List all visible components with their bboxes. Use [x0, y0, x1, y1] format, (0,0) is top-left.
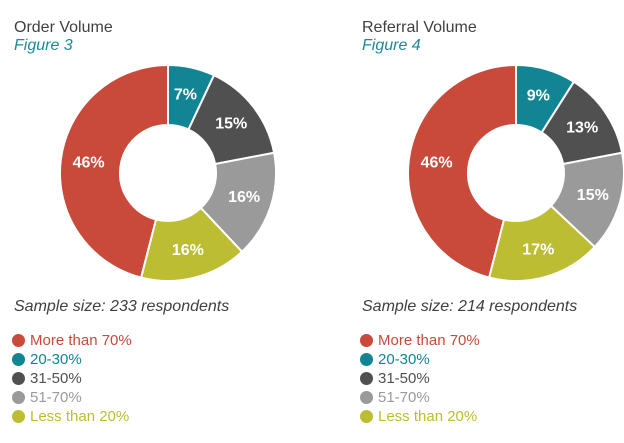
- slice-data-label: 7%: [174, 86, 197, 103]
- legend-item: 20-30%: [12, 350, 132, 369]
- slice-data-label: 13%: [566, 120, 598, 137]
- legend-swatch: [360, 353, 373, 366]
- chart-figure-label: Figure 4: [362, 37, 421, 54]
- legend-swatch: [360, 334, 373, 347]
- legend-item: More than 70%: [360, 331, 480, 350]
- sample-size-note: Sample size: 214 respondents: [362, 298, 578, 315]
- chart-figure-label: Figure 3: [14, 37, 73, 54]
- legend-swatch: [360, 391, 373, 404]
- legend-item: 31-50%: [12, 369, 132, 388]
- legend-label: 20-30%: [30, 351, 82, 368]
- donut-slice: [139, 206, 244, 282]
- legend-item: 31-50%: [360, 369, 480, 388]
- legend-swatch: [12, 410, 25, 423]
- chart-title: Referral Volume: [362, 19, 477, 36]
- order-volume-panel: Order Volume Figure 3 46% 7% 15% 16% 16% Sam…: [10, 0, 310, 443]
- legend-item: Less than 20%: [12, 407, 132, 426]
- legend-swatch: [360, 410, 373, 423]
- legend-item: Less than 20%: [360, 407, 480, 426]
- legend-swatch: [360, 372, 373, 385]
- legend-label: 31-50%: [30, 370, 82, 387]
- legend-label: 31-50%: [378, 370, 430, 387]
- legend-label: Less than 20%: [30, 408, 130, 425]
- slice-data-label: 16%: [172, 242, 204, 259]
- legend-swatch: [12, 353, 25, 366]
- legend-label: 51-70%: [30, 389, 82, 406]
- slice-data-label: 46%: [73, 154, 105, 171]
- legend: More than 70% 20-30% 31-50% 51-70% Less …: [360, 331, 480, 426]
- slice-data-label: 15%: [577, 187, 609, 204]
- legend-item: 51-70%: [360, 388, 480, 407]
- slice-data-label: 17%: [522, 241, 554, 258]
- donut-slice: [487, 204, 597, 282]
- sample-size-note: Sample size: 233 respondents: [14, 298, 230, 315]
- donut-slice: [407, 63, 517, 279]
- slice-data-label: 46%: [421, 154, 453, 171]
- slice-data-label: 15%: [215, 115, 247, 132]
- referral-volume-donut: 46% 9% 13% 15% 17%: [407, 63, 624, 282]
- chart-title: Order Volume: [14, 19, 113, 36]
- legend-label: 20-30%: [378, 351, 430, 368]
- referral-volume-panel: Referral Volume Figure 4 46% 9% 13% 15% 17% …: [358, 0, 624, 443]
- slice-data-label: 16%: [228, 189, 260, 206]
- donut-slice: [59, 63, 169, 279]
- legend-label: 51-70%: [378, 389, 430, 406]
- order-volume-donut: 46% 7% 15% 16% 16%: [59, 63, 277, 282]
- legend-swatch: [12, 391, 25, 404]
- legend-label: More than 70%: [30, 332, 132, 349]
- legend-swatch: [12, 334, 25, 347]
- legend: More than 70% 20-30% 31-50% 51-70% Less …: [12, 331, 132, 426]
- legend-item: 51-70%: [12, 388, 132, 407]
- legend-label: Less than 20%: [378, 408, 478, 425]
- legend-label: More than 70%: [378, 332, 480, 349]
- legend-item: 20-30%: [360, 350, 480, 369]
- legend-swatch: [12, 372, 25, 385]
- legend-item: More than 70%: [12, 331, 132, 350]
- slice-data-label: 9%: [527, 88, 550, 105]
